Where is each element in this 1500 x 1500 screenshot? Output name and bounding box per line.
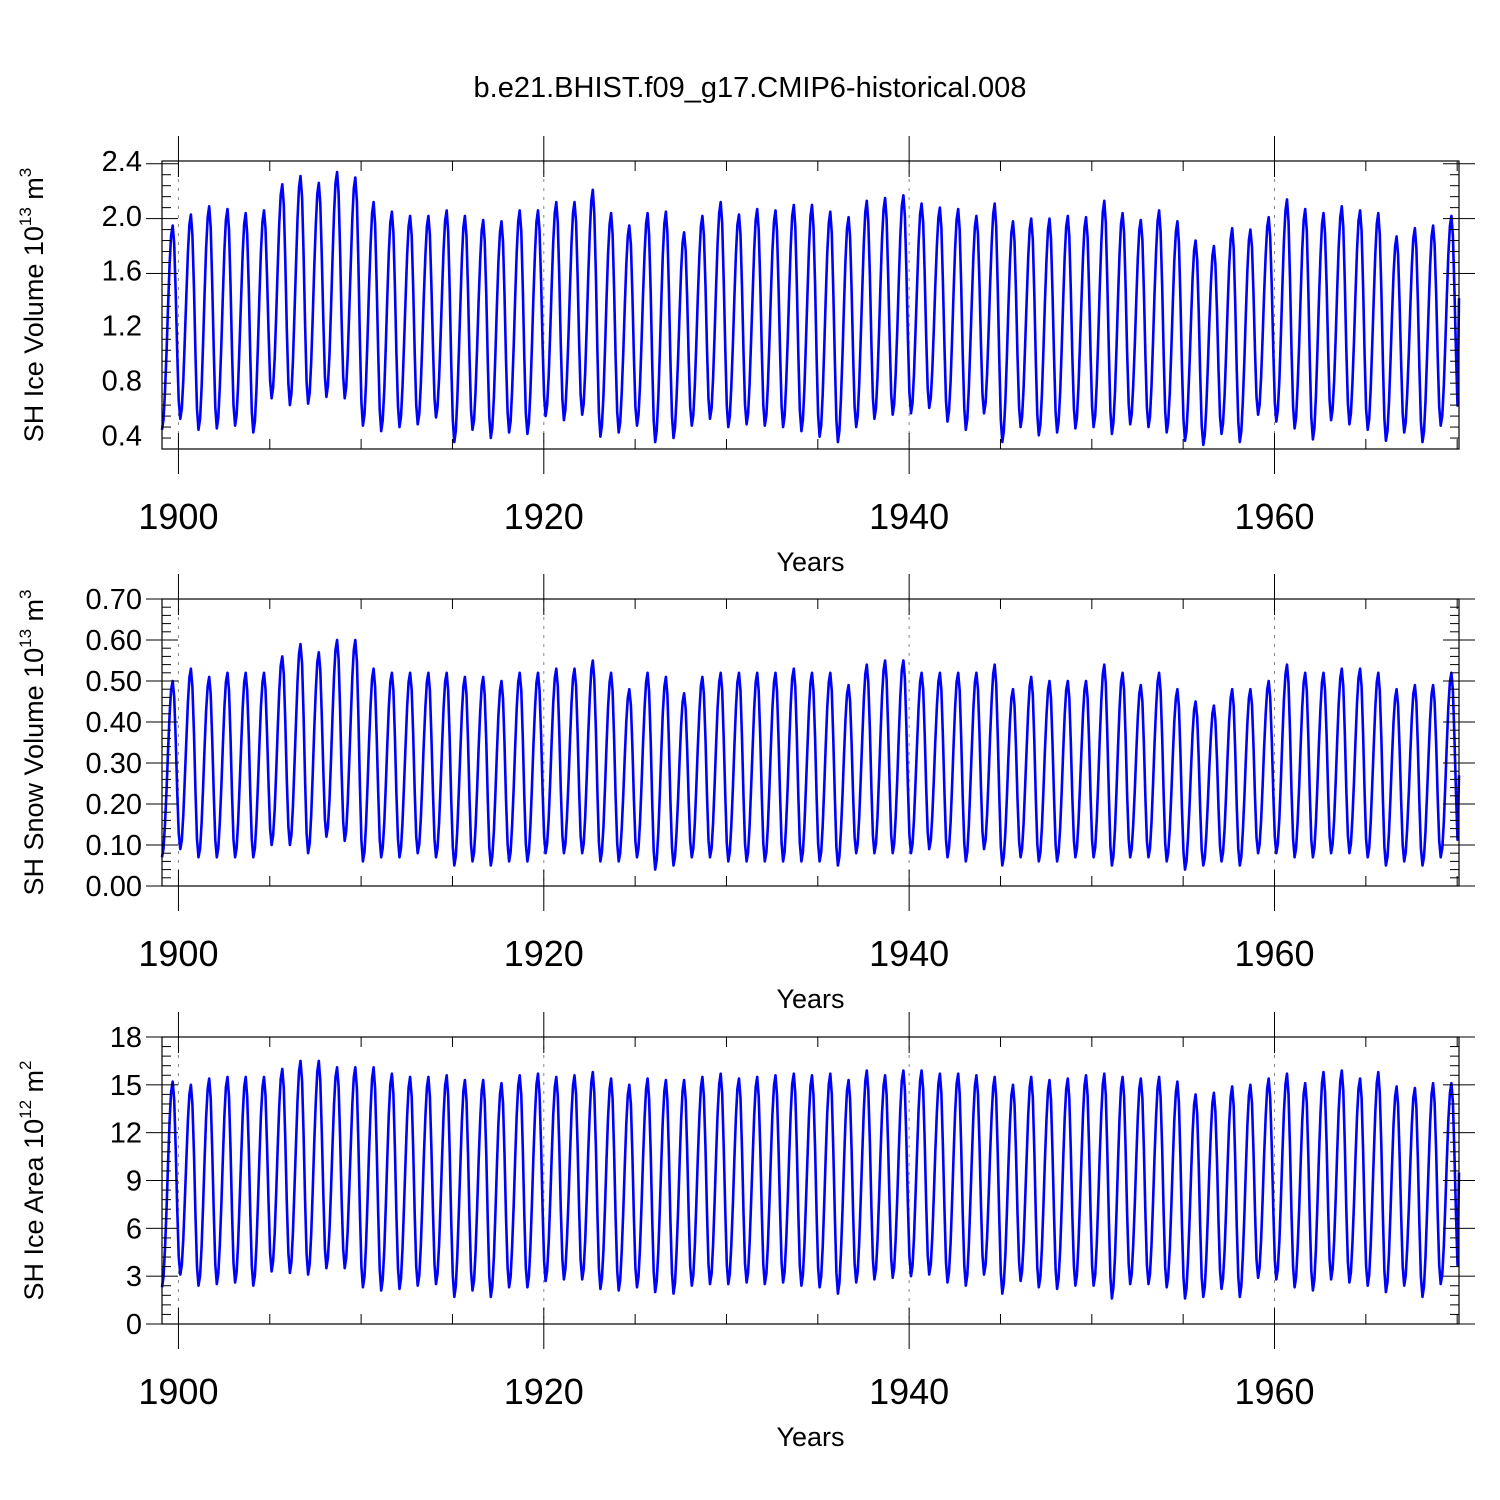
- y-tick-label: 0.20: [86, 789, 142, 821]
- y-axis-label-text: SH Snow Volume 10: [19, 648, 49, 896]
- x-tick-label: 1960: [1234, 1371, 1314, 1412]
- ice-volume-series-line: [160, 170, 1461, 447]
- y-tick-label: 0.70: [86, 584, 142, 616]
- y-tick-label: 0: [126, 1309, 142, 1341]
- y-axis-label: SH Snow Volume 1013 m3: [16, 589, 49, 895]
- x-axis-label: Years: [776, 547, 844, 577]
- x-axis-label: Years: [776, 984, 844, 1014]
- y-axis-label-unit: m: [19, 599, 49, 629]
- x-tick-label: 1940: [869, 496, 949, 537]
- y-tick-label: 0.4: [102, 420, 142, 452]
- x-axis-label: Years: [776, 1422, 844, 1452]
- y-tick-label: 0.00: [86, 871, 142, 903]
- y-tick-label: 1.2: [102, 311, 142, 343]
- x-tick-label: 1920: [504, 1371, 584, 1412]
- x-tick-label: 1900: [138, 1371, 218, 1412]
- x-tick-label: 1940: [869, 933, 949, 974]
- y-tick-label: 0.60: [86, 625, 142, 657]
- y-tick-label: 18: [110, 1022, 142, 1054]
- y-axis-label-exponent: 13: [16, 629, 35, 648]
- y-tick-label: 2.4: [102, 146, 142, 178]
- y-tick-label: 9: [126, 1166, 142, 1198]
- ice-area-panel: 0 3 6 9 12 15 18 1900 1920 1940 1960 Years SH Ice Ar…: [16, 1012, 1475, 1452]
- y-axis-label-unit: m: [19, 177, 49, 207]
- y-tick-label: 15: [110, 1070, 142, 1102]
- figure-title: b.e21.BHIST.f09_g17.CMIP6-historical.008: [474, 72, 1027, 104]
- snow-volume-panel: 0.00 0.10 0.20 0.30 0.40 0.50 0.60 0.70 1900 1920…: [16, 574, 1475, 1014]
- x-tick-label: 1960: [1234, 496, 1314, 537]
- y-axis-label-text: SH Ice Area 10: [19, 1119, 49, 1301]
- y-axis-label-exponent: 12: [16, 1100, 35, 1119]
- y-tick-label: 0.10: [86, 830, 142, 862]
- y-axis-label-exponent: 13: [16, 207, 35, 226]
- y-tick-label: 3: [126, 1261, 142, 1293]
- y-axis-label: SH Ice Volume 1013 m3: [16, 168, 49, 443]
- x-tick-label: 1920: [504, 933, 584, 974]
- x-tick-label: 1900: [138, 496, 218, 537]
- y-axis-label-unit-exponent: 3: [16, 589, 35, 598]
- y-tick-label: 1.6: [102, 256, 142, 288]
- plot-frame: [161, 598, 1460, 887]
- snow-volume-series-line: [160, 638, 1461, 871]
- x-tick-label: 1940: [869, 1371, 949, 1412]
- x-tick-label: 1920: [504, 496, 584, 537]
- ice-volume-panel: 0.4 0.8 1.2 1.6 2.0 2.4 1900 1920 1940 1960 Years S…: [16, 136, 1475, 577]
- x-tick-label: 1900: [138, 933, 218, 974]
- y-tick-label: 0.40: [86, 707, 142, 739]
- y-axis-label-unit-exponent: 3: [16, 168, 35, 177]
- plot-frame: [161, 160, 1460, 450]
- y-tick-label: 12: [110, 1118, 142, 1150]
- y-axis-label-unit-exponent: 2: [16, 1061, 35, 1070]
- y-tick-label: 0.50: [86, 666, 142, 698]
- y-tick-label: 2.0: [102, 201, 142, 233]
- y-tick-label: 0.30: [86, 748, 142, 780]
- y-axis-label: SH Ice Area 1012 m2: [16, 1061, 49, 1301]
- y-axis-label-unit: m: [19, 1070, 49, 1100]
- y-tick-label: 6: [126, 1213, 142, 1245]
- y-tick-label: 0.8: [102, 365, 142, 397]
- x-tick-label: 1960: [1234, 933, 1314, 974]
- ice-area-series-line: [160, 1059, 1461, 1300]
- y-axis-label-text: SH Ice Volume 10: [19, 226, 49, 442]
